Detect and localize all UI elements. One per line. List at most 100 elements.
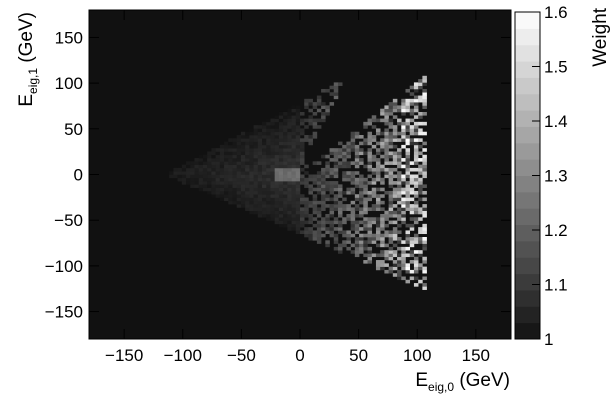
heatmap-cell [262, 158, 267, 162]
heatmap-cell [346, 144, 351, 149]
heatmap-cell [413, 144, 419, 149]
heatmap-cell [333, 167, 339, 172]
heatmap-cell [198, 174, 204, 179]
heatmap-cell [245, 200, 250, 205]
heatmap-cell [278, 125, 284, 129]
heatmap-cell [207, 164, 212, 169]
heatmap-cell [257, 158, 263, 162]
heatmap-cell [283, 164, 288, 169]
heatmap-cell [278, 154, 284, 159]
heatmap-cell [367, 135, 373, 139]
heatmap-cell [397, 174, 402, 179]
heatmap-cell [354, 207, 360, 211]
heatmap-cell [337, 164, 343, 169]
heatmap-cell [418, 181, 423, 185]
x-axis-ticks: −150 −100 −50 0 50 100 150 [105, 10, 490, 365]
heatmap-cell [224, 161, 229, 165]
heatmap-cell [384, 138, 389, 142]
heatmap-cell [401, 131, 406, 136]
heatmap-cell [350, 220, 356, 225]
x-tick: −50 [227, 10, 256, 365]
heatmap-cell [329, 230, 335, 235]
heatmap-cell [363, 233, 368, 238]
heatmap-cell [384, 135, 389, 139]
heatmap-cell [274, 220, 280, 225]
heatmap-cell [202, 167, 208, 172]
heatmap-cell [321, 174, 326, 179]
heatmap-cell [418, 190, 423, 195]
heatmap-cell [388, 184, 394, 188]
heatmap-cell [388, 240, 394, 244]
heatmap-cell [397, 273, 402, 277]
heatmap-cell [409, 204, 415, 208]
heatmap-cell [257, 204, 263, 208]
heatmap-cell [232, 184, 237, 188]
colorbar-tick-label: 1.4 [544, 112, 568, 131]
heatmap-cell [232, 200, 237, 205]
heatmap-cell [346, 240, 351, 244]
heatmap-cell [405, 138, 411, 142]
heatmap-cell [240, 131, 246, 136]
heatmap-cell [397, 161, 402, 165]
heatmap-cell [266, 174, 271, 179]
heatmap-cell [270, 217, 275, 221]
heatmap-cell [346, 171, 351, 175]
heatmap-cell [270, 167, 275, 172]
colorbar-tick: 1.3 [532, 167, 568, 186]
heatmap-cell [278, 223, 284, 228]
heatmap-cell [422, 246, 427, 251]
heatmap-cell [270, 210, 275, 215]
heatmap-cell [283, 141, 288, 146]
heatmap-cell [304, 227, 309, 231]
heatmap-cell [397, 197, 402, 202]
heatmap-cell [329, 167, 335, 172]
heatmap-cell [291, 187, 297, 192]
heatmap-cell [316, 177, 322, 182]
heatmap-cell [350, 131, 356, 136]
heatmap-cell [219, 181, 225, 185]
heatmap-cell [240, 161, 246, 165]
heatmap-cell [359, 246, 364, 251]
heatmap-cell [418, 167, 423, 172]
heatmap-cell [401, 121, 406, 126]
heatmap-cell [283, 184, 288, 188]
y-tick-label: 0 [74, 166, 83, 185]
heatmap-cell [245, 141, 250, 146]
heatmap-cell [329, 210, 335, 215]
heatmap-cell [219, 144, 225, 149]
heatmap-cell [367, 230, 373, 235]
heatmap-cell [291, 141, 297, 146]
heatmap-cell [375, 148, 381, 152]
heatmap-cell [354, 161, 360, 165]
heatmap-cell [418, 121, 423, 126]
heatmap-cell [240, 204, 246, 208]
heatmap-cell [274, 171, 280, 175]
heatmap-cell [418, 115, 423, 119]
heatmap-cell [375, 151, 381, 156]
heatmap-cell [321, 118, 326, 123]
heatmap-cell [304, 98, 309, 103]
heatmap-cell [367, 190, 373, 195]
heatmap-cell [304, 210, 309, 215]
heatmap-cell [266, 148, 271, 152]
x-tick: 100 [403, 10, 431, 365]
heatmap-cell [287, 121, 292, 126]
colorbar-title: Weight [590, 7, 611, 67]
heatmap-cell [397, 158, 402, 162]
heatmap-cell [375, 223, 381, 228]
heatmap-cell [240, 171, 246, 175]
heatmap-cell [215, 151, 221, 156]
heatmap-cell [224, 171, 229, 175]
heatmap-cell [304, 105, 309, 109]
heatmap-cell [278, 111, 284, 116]
heatmap-cell [300, 194, 305, 198]
heatmap-cell [283, 197, 288, 202]
heatmap-cell [274, 194, 280, 198]
heatmap-cell [375, 164, 381, 169]
heatmap-cell [266, 184, 271, 188]
heatmap-cell [418, 128, 423, 133]
heatmap-cell [257, 144, 263, 149]
heatmap-cell [375, 174, 381, 179]
heatmap-cell [270, 125, 275, 129]
heatmap-cell [371, 158, 377, 162]
